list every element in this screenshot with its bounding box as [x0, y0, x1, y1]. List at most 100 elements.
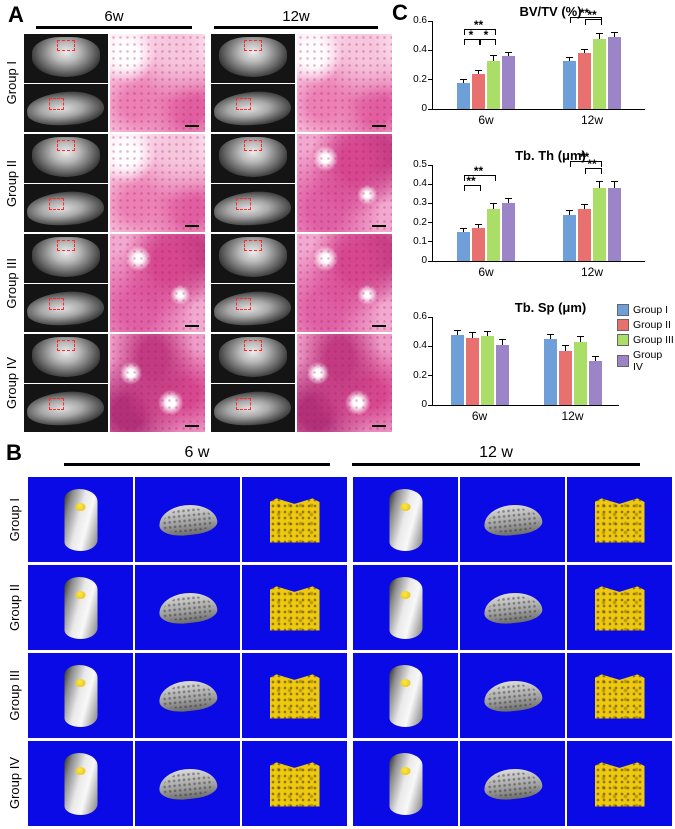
error-bar-cap	[475, 69, 482, 71]
y-tick-label: 0.6	[413, 15, 427, 26]
trabecular-3d-render	[594, 586, 645, 631]
bar-group-ii	[578, 53, 591, 109]
group-label-text: Group I	[6, 497, 22, 542]
error-bar	[501, 340, 503, 345]
microct-coronal-image	[211, 334, 295, 383]
error-bar	[564, 346, 566, 351]
defect-site	[75, 767, 86, 776]
significance-label: **	[466, 173, 476, 188]
chart-plot-area: 0 0.2 0.4 0.6 6w 12w	[413, 311, 619, 423]
bone-3d-render	[64, 752, 97, 815]
panel-b-label: B	[6, 440, 22, 465]
trabecular-3d-render	[594, 674, 645, 719]
bone-slice-shape	[26, 89, 106, 128]
bone-3d-render	[157, 589, 218, 626]
panel-b-row: Group II	[2, 565, 672, 650]
bone-slice-shape	[213, 289, 293, 328]
ct3d-trabecular-12w	[567, 565, 672, 650]
legend-item: Group IV	[617, 349, 675, 373]
legend-label: Group II	[633, 319, 671, 331]
ct3d-side-6w	[135, 741, 240, 826]
group-row-label: Group I	[0, 34, 22, 132]
significance-label: **	[587, 7, 597, 22]
bar-group-iv	[502, 203, 515, 261]
bone-slice-shape	[26, 189, 106, 228]
ct3d-side-12w	[460, 565, 565, 650]
legend: Group I Group II Group III Group IV	[617, 304, 675, 376]
histology-6w-image	[110, 34, 205, 132]
bone-3d-render	[389, 664, 422, 727]
microct-coronal-image	[24, 34, 108, 83]
error-bar	[471, 333, 473, 338]
y-tick-label: 0	[421, 399, 427, 410]
ct3d-side-12w	[460, 477, 565, 562]
trabecular-3d-render	[269, 674, 320, 719]
y-tick-label: 0.5	[413, 159, 427, 170]
ct3d-front-6w	[28, 741, 133, 826]
bar-group-iv	[608, 37, 621, 109]
trabecular-3d-render	[594, 498, 645, 543]
bone-slice-shape	[213, 389, 293, 428]
roi-box	[243, 139, 262, 151]
error-bar-cap	[475, 223, 482, 225]
bar-group-iii	[487, 209, 500, 261]
error-bar-cap	[581, 48, 588, 50]
error-bar-cap	[566, 56, 573, 58]
x-category-label: 6w	[478, 265, 494, 279]
error-bar-cap	[611, 31, 618, 33]
microct-6w	[24, 134, 108, 232]
legend-swatch	[617, 319, 629, 331]
error-bar-cap	[576, 335, 584, 337]
legend-swatch	[617, 334, 629, 346]
bone-3d-render	[389, 488, 422, 551]
group-label-text: Group II	[6, 584, 22, 631]
error-bar-cap	[453, 329, 461, 331]
defect-site	[75, 503, 86, 512]
error-bar	[549, 334, 551, 339]
roi-box	[56, 239, 75, 251]
roi-box	[56, 39, 75, 51]
bar-group-iv	[588, 361, 602, 405]
bone-3d-render	[64, 664, 97, 727]
y-tick-label: 0.1	[413, 235, 427, 247]
group-label-text: Group II	[3, 159, 19, 207]
error-bar-cap	[581, 204, 588, 206]
bone-slice-shape	[218, 137, 288, 177]
ct3d-trabecular-6w	[242, 565, 347, 650]
bar-group-ii	[558, 350, 572, 405]
bone-3d-render	[157, 765, 218, 802]
significance-bracket	[463, 174, 496, 181]
y-tick-label: 0.2	[413, 73, 427, 85]
significance-label: *	[483, 27, 489, 42]
panel-c: C BV/TV (%) 0 0.2 0.4 0.6 6w 12w ** * * ** ** Tb. …	[392, 0, 675, 440]
group-label-text: Group IV	[3, 356, 19, 410]
legend-label: Group I	[633, 304, 669, 316]
panel-a-row: Group IV	[0, 334, 392, 432]
significance-label: **	[473, 17, 484, 32]
y-tick	[428, 404, 433, 406]
roi-box	[49, 398, 65, 411]
microct-sagittal-image	[24, 283, 108, 332]
roi-box	[243, 339, 262, 351]
y-tick	[428, 164, 433, 166]
error-bar-cap	[566, 210, 573, 212]
ct3d-side-12w	[460, 741, 565, 826]
bar-group-ii	[472, 228, 485, 261]
bar-group-i	[563, 214, 576, 261]
group-row-label: Group IV	[2, 741, 26, 826]
error-bar	[478, 224, 479, 229]
y-tick-label: 0.4	[413, 178, 427, 190]
microct-sagittal-image	[211, 283, 295, 332]
significance-bracket	[463, 184, 481, 191]
defect-site	[75, 591, 86, 600]
roi-box	[243, 39, 262, 51]
error-bar-cap	[468, 332, 476, 334]
panel-b-header-12w: 12 w	[352, 444, 640, 466]
panel-b-row: Group IV	[2, 741, 672, 826]
significance-label: **	[473, 163, 484, 178]
histology-6w-image	[110, 234, 205, 332]
error-bar	[594, 356, 596, 361]
microct-sagittal-image	[211, 383, 295, 432]
error-bar-cap	[596, 181, 603, 183]
trabecular-3d-render	[269, 586, 320, 631]
